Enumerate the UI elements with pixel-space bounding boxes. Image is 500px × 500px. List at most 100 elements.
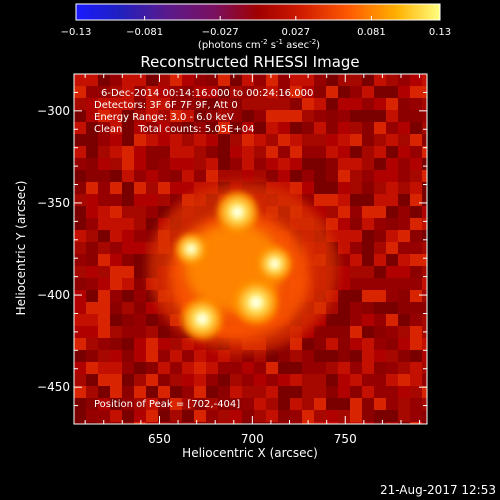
texture-cell xyxy=(194,362,206,374)
texture-cell xyxy=(350,170,362,182)
texture-cell xyxy=(278,146,290,158)
texture-cell xyxy=(398,338,410,350)
texture-cell xyxy=(314,110,326,122)
texture-cell xyxy=(134,374,146,386)
texture-cell xyxy=(74,134,86,146)
texture-cell xyxy=(206,122,218,134)
texture-cell xyxy=(422,134,427,146)
texture-cell xyxy=(362,326,374,338)
texture-cell xyxy=(158,362,170,374)
texture-cell xyxy=(254,386,266,398)
texture-cell xyxy=(374,302,386,314)
texture-cell xyxy=(170,86,182,98)
texture-cell xyxy=(410,194,422,206)
texture-cell xyxy=(278,86,290,98)
texture-cell xyxy=(134,290,146,302)
texture-cell xyxy=(326,302,338,314)
texture-cell xyxy=(398,158,410,170)
texture-cell xyxy=(146,302,158,314)
texture-cell xyxy=(350,302,362,314)
texture-cell xyxy=(218,350,230,362)
texture-cell xyxy=(86,326,98,338)
texture-cell xyxy=(98,182,110,194)
texture-cell xyxy=(86,110,98,122)
texture-cell xyxy=(350,122,362,134)
texture-cell xyxy=(110,278,122,290)
texture-cell xyxy=(254,74,266,86)
texture-cell xyxy=(122,158,134,170)
texture-cell xyxy=(302,182,314,194)
texture-cell xyxy=(86,278,98,290)
texture-cell xyxy=(350,98,362,110)
texture-cell xyxy=(290,350,302,362)
texture-cell xyxy=(230,86,242,98)
texture-cell xyxy=(134,362,146,374)
texture-cell xyxy=(134,134,146,146)
texture-cell xyxy=(74,290,86,302)
texture-cell xyxy=(110,86,122,98)
texture-cell xyxy=(398,398,410,410)
texture-cell xyxy=(146,170,158,182)
texture-cell xyxy=(290,146,302,158)
texture-cell xyxy=(410,242,422,254)
texture-cell xyxy=(278,374,290,386)
texture-cell xyxy=(86,374,98,386)
texture-cell xyxy=(374,230,386,242)
texture-cell xyxy=(242,398,254,410)
texture-cell xyxy=(146,194,158,206)
texture-cell xyxy=(338,86,350,98)
texture-cell xyxy=(374,98,386,110)
texture-cell xyxy=(302,170,314,182)
texture-cell xyxy=(410,158,422,170)
texture-cell xyxy=(266,350,278,362)
texture-cell xyxy=(146,110,158,122)
texture-cell xyxy=(386,386,398,398)
texture-cell xyxy=(230,134,242,146)
texture-cell xyxy=(242,374,254,386)
texture-cell xyxy=(122,182,134,194)
texture-cell xyxy=(98,206,110,218)
texture-cell xyxy=(422,230,427,242)
texture-cell xyxy=(254,134,266,146)
texture-cell xyxy=(146,122,158,134)
texture-cell xyxy=(338,386,350,398)
texture-cell xyxy=(338,398,350,410)
texture-cell xyxy=(350,326,362,338)
texture-cell xyxy=(230,74,242,86)
texture-cell xyxy=(338,266,350,278)
texture-cell xyxy=(338,230,350,242)
texture-cell xyxy=(146,98,158,110)
texture-cell xyxy=(302,134,314,146)
texture-cell xyxy=(218,86,230,98)
texture-cell xyxy=(218,122,230,134)
texture-cell xyxy=(350,362,362,374)
texture-cell xyxy=(338,302,350,314)
texture-cell xyxy=(398,422,410,424)
texture-cell xyxy=(422,398,427,410)
texture-cell xyxy=(122,254,134,266)
texture-cell xyxy=(98,230,110,242)
texture-cell xyxy=(398,206,410,218)
texture-cell xyxy=(98,122,110,134)
texture-cell xyxy=(290,170,302,182)
texture-cell xyxy=(398,266,410,278)
texture-cell xyxy=(266,170,278,182)
texture-cell xyxy=(158,422,170,424)
texture-cell xyxy=(206,170,218,182)
colorbar-gradient xyxy=(75,3,441,21)
texture-cell xyxy=(362,386,374,398)
texture-cell xyxy=(374,254,386,266)
texture-cell xyxy=(122,170,134,182)
texture-cell xyxy=(410,122,422,134)
texture-cell xyxy=(86,194,98,206)
texture-cell xyxy=(314,374,326,386)
texture-cell xyxy=(362,146,374,158)
texture-cell xyxy=(254,350,266,362)
texture-cell xyxy=(110,314,122,326)
texture-cell xyxy=(350,194,362,206)
texture-cell xyxy=(374,206,386,218)
texture-cell xyxy=(158,206,170,218)
texture-cell xyxy=(182,158,194,170)
texture-cell xyxy=(254,170,266,182)
texture-cell xyxy=(266,410,278,422)
